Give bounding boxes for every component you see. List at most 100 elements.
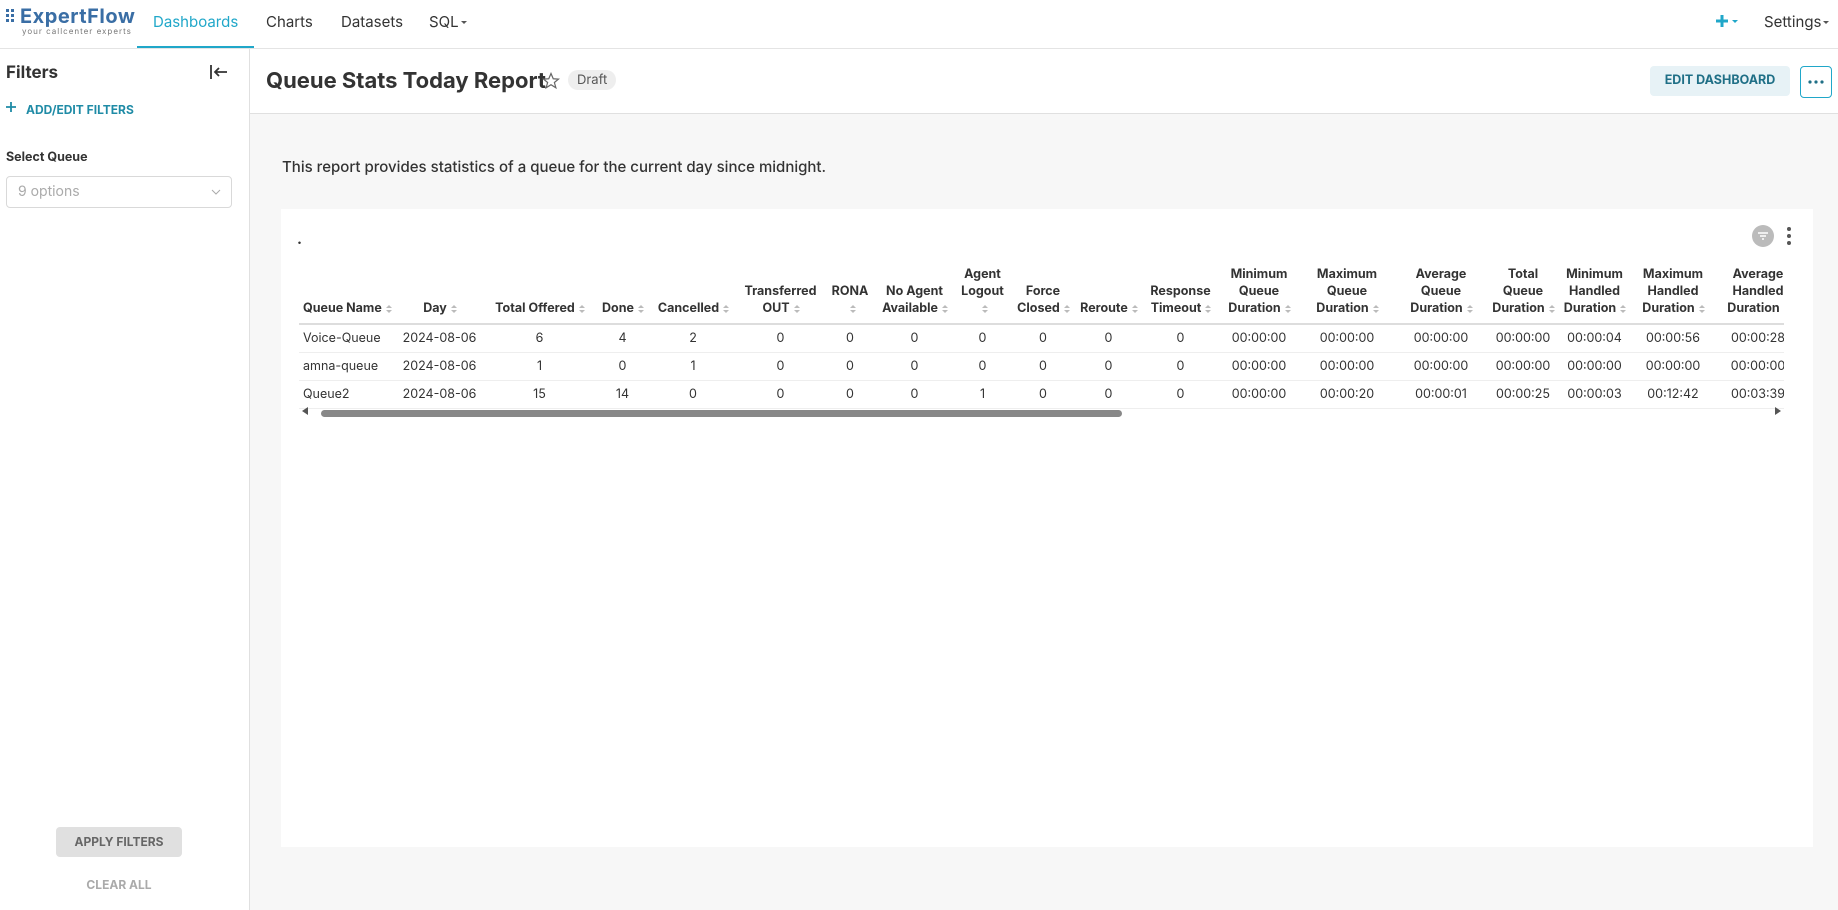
add-filters-button[interactable]: ADD/EDIT FILTERS (26, 102, 134, 117)
sort-icon (723, 304, 730, 313)
sort-icon (385, 304, 392, 313)
column-header-label: Force Closed (1017, 284, 1061, 316)
column-header-label: RONA (831, 284, 869, 299)
logo-icon (6, 9, 14, 22)
filter-label: Select Queue (6, 150, 88, 165)
column-header[interactable]: Done (596, 255, 649, 325)
column-header[interactable]: Average Handled Duration (1715, 255, 1784, 325)
table-cell: 0 (1143, 352, 1218, 381)
table-cell: 0 (737, 380, 824, 409)
apply-filters-button[interactable]: APPLY FILTERS (56, 827, 182, 857)
column-header[interactable]: Transferred OUT (737, 255, 824, 325)
table-cell: amna-queue (299, 352, 396, 381)
chart-title: . (297, 229, 303, 248)
sort-icon (849, 304, 856, 313)
column-header[interactable]: Total Offered (483, 255, 596, 325)
table-cell: 00:00:00 (1394, 324, 1488, 353)
column-header-label: Response Timeout (1150, 284, 1211, 316)
column-header[interactable]: Response Timeout (1143, 255, 1218, 325)
logo-tagline: your callcenter experts (22, 26, 132, 36)
column-header[interactable]: Force Closed (1012, 255, 1074, 325)
caret (1823, 21, 1830, 24)
column-header-label: Reroute (1080, 301, 1128, 316)
dashboard-title: Queue Stats Today Report (266, 68, 546, 94)
caret (460, 21, 467, 24)
column-header[interactable]: Maximum Queue Duration (1300, 255, 1394, 325)
sort-icon (1548, 304, 1555, 313)
sort-icon (1466, 304, 1473, 313)
edit-dashboard-button[interactable]: EDIT DASHBOARD (1650, 66, 1790, 96)
column-header[interactable]: No Agent Available (876, 255, 953, 325)
queue-select[interactable]: 9 options (6, 176, 232, 208)
table-cell: 00:00:00 (1300, 352, 1394, 381)
column-header[interactable]: Minimum Queue Duration (1218, 255, 1300, 325)
column-header[interactable]: Minimum Handled Duration (1558, 255, 1631, 325)
table-row: amna-queue 2024-08-06 1 0 1 0 0 0 0 0 0 0 00:00:00 00… (299, 352, 1784, 381)
nav-item[interactable]: Datasets (341, 12, 403, 31)
column-header-label: Transferred OUT (744, 284, 817, 316)
logo-text: ExpertFlow (20, 4, 136, 28)
column-header[interactable]: Reroute (1074, 255, 1143, 325)
table-cell: 0 (1143, 324, 1218, 353)
sort-icon (1131, 304, 1138, 313)
more-button[interactable] (1800, 66, 1832, 98)
table-cell: 0 (876, 324, 953, 353)
table-cell: 00:00:25 (1488, 380, 1558, 409)
chart-menu[interactable] (1785, 225, 1793, 247)
table-cell: 0 (1074, 352, 1143, 381)
table-cell: 0 (953, 352, 1012, 381)
settings-menu[interactable]: Settings (1764, 0, 1831, 46)
table-container: Queue Name Day Total Offered Done Cancelled T… (299, 255, 1784, 415)
logo[interactable]: ExpertFlow (6, 4, 135, 28)
column-header-label: Maximum Queue Duration (1316, 267, 1378, 316)
table-cell: 00:03:39 (1715, 380, 1784, 409)
column-header[interactable]: Day (396, 255, 483, 325)
draft-badge: Draft (568, 70, 617, 90)
table-cell: 0 (824, 352, 876, 381)
column-header[interactable]: Total Queue Duration (1488, 255, 1558, 325)
sort-icon (793, 304, 800, 313)
sort-icon (1284, 304, 1291, 313)
table-cell: 00:00:00 (1218, 324, 1300, 353)
column-header[interactable]: RONA (824, 255, 876, 325)
top-nav: ExpertFlow your callcenter experts Dashb… (0, 0, 1838, 49)
nav-item[interactable]: Dashboards (137, 0, 255, 48)
scrollbar[interactable] (299, 405, 1784, 417)
table-cell: 1 (953, 380, 1012, 409)
table-cell: 00:00:00 (1715, 352, 1784, 381)
table-cell: 00:00:20 (1300, 380, 1394, 409)
table-cell: 0 (1012, 324, 1074, 353)
nav-item[interactable]: Charts (266, 12, 313, 31)
column-header[interactable]: Cancelled (649, 255, 737, 325)
sort-icon (941, 304, 948, 313)
clear-all-button[interactable]: CLEAR ALL (86, 877, 152, 892)
column-header-label: Minimum Queue Duration (1228, 267, 1288, 316)
favorite-star[interactable] (542, 72, 560, 90)
column-header-label: No Agent Available (882, 284, 943, 316)
scrollbar-thumb[interactable] (321, 410, 1122, 417)
column-header-label: Minimum Handled Duration (1563, 267, 1623, 316)
column-header[interactable]: Agent Logout (953, 255, 1012, 325)
column-header-label: Average Queue Duration (1410, 267, 1467, 316)
sort-icon (1205, 304, 1212, 313)
table-cell: 00:00:28 (1715, 324, 1784, 353)
sort-icon (1620, 304, 1627, 313)
table-cell: 0 (876, 380, 953, 409)
nav-item[interactable]: SQL (429, 0, 469, 46)
column-header[interactable]: Maximum Handled Duration (1631, 255, 1715, 325)
add-button[interactable] (1714, 10, 1740, 34)
table-cell: 00:00:56 (1631, 324, 1715, 353)
table-cell: 14 (596, 380, 649, 409)
column-header[interactable]: Queue Name (299, 255, 396, 325)
column-header[interactable]: Average Queue Duration (1394, 255, 1488, 325)
table-cell: 1 (649, 352, 737, 381)
collapse-button[interactable] (209, 63, 229, 81)
filter-indicator[interactable] (1751, 224, 1775, 248)
column-header-label: Agent Logout (961, 267, 1004, 299)
nav-item-label: SQL (429, 12, 459, 31)
table-cell: 2024-08-06 (396, 352, 483, 381)
table-cell: 0 (1074, 380, 1143, 409)
filter-sidebar: Filters ADD/EDIT FILTERS Select Queue 9 … (0, 49, 250, 910)
dashboard-header: Queue Stats Today Report Draft EDIT DASH… (250, 49, 1838, 114)
data-table: Queue Name Day Total Offered Done Cancelled T… (299, 255, 1784, 409)
